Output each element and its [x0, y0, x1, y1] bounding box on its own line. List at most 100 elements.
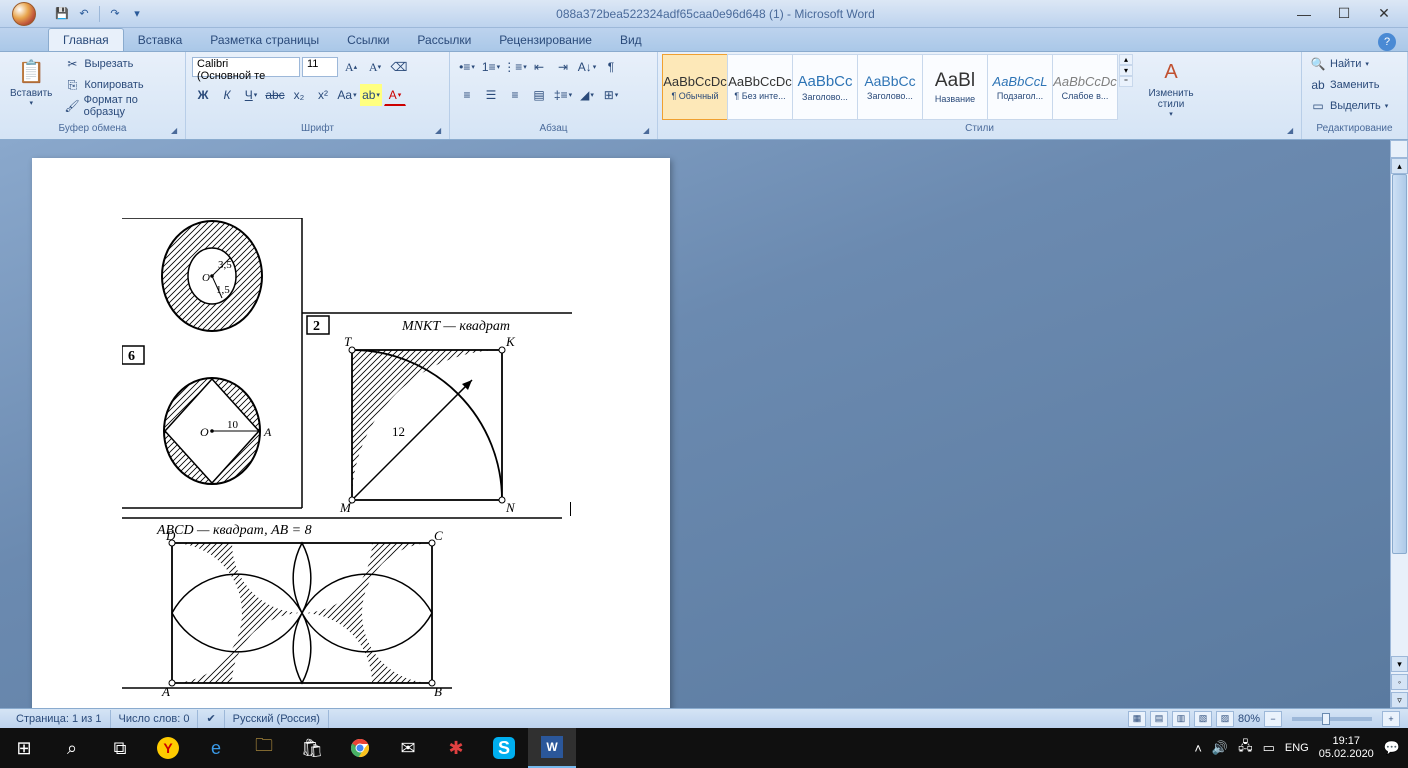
copy-button[interactable]: ⎘Копировать: [60, 75, 181, 95]
style-item[interactable]: AaBbCcЗаголово...: [792, 54, 858, 120]
font-size-select[interactable]: 11: [302, 57, 338, 77]
styles-launcher[interactable]: ◢: [1287, 126, 1299, 138]
justify-button[interactable]: ▤: [528, 84, 550, 106]
ruler-toggle[interactable]: [1390, 140, 1408, 158]
page[interactable]: 3,5 O 1,5 6 O 10 A 2 MNKT — квадрат: [32, 158, 670, 708]
start-button[interactable]: ⊞: [0, 728, 48, 768]
subscript-button[interactable]: x₂: [288, 84, 310, 106]
zoom-value[interactable]: 80%: [1238, 713, 1260, 725]
shading-button[interactable]: ◢: [576, 84, 598, 106]
tab-references[interactable]: Ссылки: [333, 29, 403, 51]
view-web-button[interactable]: ▥: [1172, 711, 1190, 727]
tab-home[interactable]: Главная: [48, 28, 124, 51]
view-outline-button[interactable]: ▧: [1194, 711, 1212, 727]
status-words[interactable]: Число слов: 0: [111, 710, 199, 728]
scroll-thumb[interactable]: [1392, 174, 1407, 554]
clear-format-button[interactable]: ⌫: [388, 56, 410, 78]
show-marks-button[interactable]: ¶: [600, 56, 622, 78]
italic-button[interactable]: К: [216, 84, 238, 106]
taskview-button[interactable]: ⧉: [96, 728, 144, 768]
borders-button[interactable]: ⊞: [600, 84, 622, 106]
chrome-icon[interactable]: [336, 728, 384, 768]
view-draft-button[interactable]: ▨: [1216, 711, 1234, 727]
format-painter-button[interactable]: 🖌Формат по образцу: [60, 96, 181, 116]
word-icon[interactable]: W: [528, 728, 576, 768]
zoom-in-button[interactable]: +: [1382, 711, 1400, 727]
select-button[interactable]: ▭Выделить▾: [1306, 96, 1392, 116]
tab-insert[interactable]: Вставка: [124, 29, 197, 51]
tab-mailings[interactable]: Рассылки: [403, 29, 485, 51]
styles-up-button[interactable]: ▴: [1119, 54, 1133, 65]
font-name-select[interactable]: Calibri (Основной те: [192, 57, 300, 77]
search-button[interactable]: ⌕: [48, 728, 96, 768]
skype-icon[interactable]: S: [480, 728, 528, 768]
bullets-button[interactable]: •≡: [456, 56, 478, 78]
superscript-button[interactable]: x²: [312, 84, 334, 106]
strike-button[interactable]: abc: [264, 84, 286, 106]
align-left-button[interactable]: ≡: [456, 84, 478, 106]
redo-icon[interactable]: ↷: [105, 4, 125, 24]
styles-down-button[interactable]: ▾: [1119, 65, 1133, 76]
style-item[interactable]: AaBbCcЗаголово...: [857, 54, 923, 120]
scroll-down-button[interactable]: ▾: [1391, 656, 1408, 672]
next-page-button[interactable]: ▿: [1391, 692, 1408, 708]
save-icon[interactable]: 💾: [52, 4, 72, 24]
view-fullread-button[interactable]: ▤: [1150, 711, 1168, 727]
clipboard-launcher[interactable]: ◢: [171, 126, 183, 138]
align-center-button[interactable]: ☰: [480, 84, 502, 106]
qat-dropdown-icon[interactable]: ▾: [127, 4, 147, 24]
multilevel-button[interactable]: ⋮≡: [504, 56, 526, 78]
app-red-icon[interactable]: ✱: [432, 728, 480, 768]
tab-view[interactable]: Вид: [606, 29, 656, 51]
office-button[interactable]: [4, 0, 44, 28]
zoom-thumb[interactable]: [1322, 713, 1330, 725]
indent-increase-button[interactable]: ⇥: [552, 56, 574, 78]
mail-icon[interactable]: ✉: [384, 728, 432, 768]
tab-review[interactable]: Рецензирование: [485, 29, 606, 51]
tray-clock[interactable]: 19:17 05.02.2020: [1319, 735, 1374, 761]
tray-language[interactable]: ENG: [1285, 742, 1309, 754]
line-spacing-button[interactable]: ‡≡: [552, 84, 574, 106]
edge-icon[interactable]: e: [192, 728, 240, 768]
store-icon[interactable]: 🛍: [288, 728, 336, 768]
status-proof[interactable]: ✔: [198, 710, 224, 728]
network-icon[interactable]: 🖧: [1238, 737, 1253, 759]
notifications-icon[interactable]: 💬: [1384, 740, 1400, 756]
tray-chevron-icon[interactable]: ˄: [1194, 741, 1202, 756]
maximize-button[interactable]: ☐: [1324, 4, 1364, 24]
action-center-icon[interactable]: ▭: [1263, 740, 1275, 756]
align-right-button[interactable]: ≡: [504, 84, 526, 106]
highlight-button[interactable]: ab: [360, 84, 382, 106]
replace-button[interactable]: abЗаменить: [1306, 75, 1392, 95]
tab-layout[interactable]: Разметка страницы: [196, 29, 333, 51]
yandex-icon[interactable]: Y: [144, 728, 192, 768]
grow-font-button[interactable]: A▴: [340, 56, 362, 78]
change-styles-button[interactable]: A Изменить стили ▾: [1139, 54, 1203, 120]
change-case-button[interactable]: Aa: [336, 84, 358, 106]
styles-more-button[interactable]: ⁼: [1119, 76, 1133, 87]
style-item[interactable]: AaBbCcDcСлабое в...: [1052, 54, 1118, 120]
minimize-button[interactable]: —: [1284, 4, 1324, 24]
shrink-font-button[interactable]: A▾: [364, 56, 386, 78]
help-icon[interactable]: ?: [1378, 33, 1396, 51]
numbering-button[interactable]: 1≡: [480, 56, 502, 78]
paragraph-launcher[interactable]: ◢: [643, 126, 655, 138]
paste-button[interactable]: 📋 Вставить ▾: [4, 54, 58, 109]
scroll-up-button[interactable]: ▴: [1391, 158, 1408, 174]
view-print-button[interactable]: ▦: [1128, 711, 1146, 727]
sort-button[interactable]: A↓: [576, 56, 598, 78]
font-launcher[interactable]: ◢: [435, 126, 447, 138]
font-color-button[interactable]: A: [384, 84, 406, 106]
prev-page-button[interactable]: ◦: [1391, 674, 1408, 690]
indent-decrease-button[interactable]: ⇤: [528, 56, 550, 78]
undo-icon[interactable]: ↶: [74, 4, 94, 24]
explorer-icon[interactable]: 🗀: [240, 728, 288, 768]
style-item[interactable]: AaBlНазвание: [922, 54, 988, 120]
zoom-out-button[interactable]: −: [1264, 711, 1282, 727]
cut-button[interactable]: ✂Вырезать: [60, 54, 181, 74]
style-item[interactable]: AaBbCcDc¶ Без инте...: [727, 54, 793, 120]
zoom-slider[interactable]: [1292, 717, 1372, 721]
vertical-scrollbar[interactable]: ▴ ▾ ◦ ▿: [1390, 158, 1408, 708]
bold-button[interactable]: Ж: [192, 84, 214, 106]
style-item[interactable]: AaBbCcLПодзагол...: [987, 54, 1053, 120]
